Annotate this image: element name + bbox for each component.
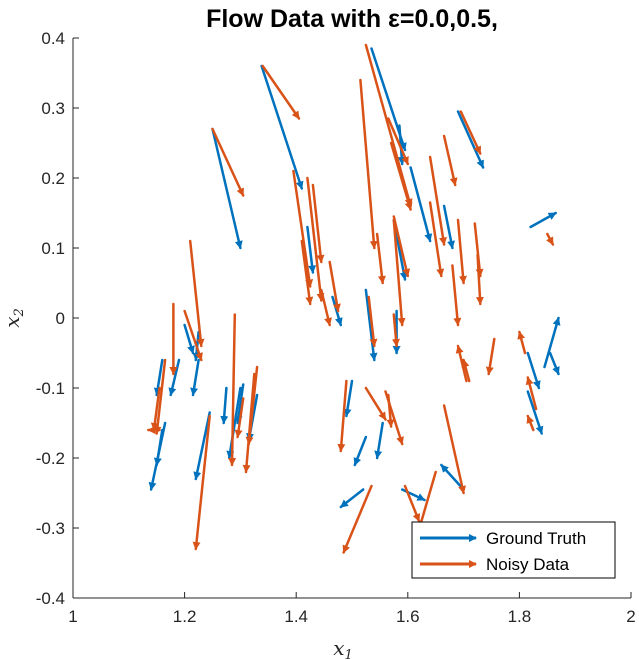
noisy-data-series [147, 43, 555, 554]
noisy-data-arrow [391, 313, 400, 348]
noisy-data-arrow [389, 141, 413, 211]
ground-truth-arrow [343, 379, 354, 418]
x-tick-label: 1.4 [284, 607, 308, 626]
x-tick-label: 1.6 [396, 607, 420, 626]
ground-truth-arrow [339, 488, 365, 509]
ground-truth-arrow [409, 166, 433, 243]
chart-title: Flow Data with ε=0.0,0.5, [206, 5, 498, 33]
noisy-data-arrow [300, 239, 314, 306]
noisy-data-arrow [461, 358, 471, 383]
noisy-data-arrow [153, 358, 167, 435]
x-tick-label: 1.2 [173, 607, 197, 626]
y-tick-label: -0.3 [36, 519, 65, 538]
noisy-data-arrow [320, 288, 332, 327]
y-tick-label: -0.1 [36, 379, 65, 398]
ground-truth-arrow [220, 386, 229, 425]
noisy-data-arrow [451, 264, 462, 327]
ground-truth-arrow [190, 358, 200, 397]
y-tick-label: -0.2 [36, 449, 65, 468]
noisy-data-arrow [261, 64, 301, 120]
noisy-data-arrow [375, 232, 386, 285]
ground-truth-arrow [374, 421, 384, 460]
noisy-data-arrow [292, 169, 314, 288]
noisy-data-arrow [384, 390, 404, 446]
legend-label-noisy-data: Noisy Data [486, 555, 570, 574]
x-axis-label: x1 [333, 636, 353, 660]
ground-truth-arrow [306, 225, 317, 274]
ground-truth-arrow [193, 411, 211, 481]
noisy-data-arrow [525, 376, 538, 411]
ground-truth-arrow [183, 323, 195, 355]
legend: Ground Truth Noisy Data [411, 521, 616, 579]
ground-truth-arrow [168, 358, 181, 397]
ground-truth-arrow [548, 351, 560, 376]
noisy-data-arrow [306, 176, 325, 302]
ground-truth-arrow [153, 428, 164, 467]
noisy-data-arrow [392, 215, 411, 278]
noisy-data-arrow [546, 232, 555, 246]
legend-box [411, 521, 616, 579]
noisy-data-arrow [364, 43, 413, 208]
arrow-layer [147, 43, 561, 554]
y-tick-label: 0 [56, 309, 65, 328]
noisy-data-arrow [245, 365, 259, 446]
noisy-data-arrow [428, 201, 445, 278]
noisy-data-arrow [387, 117, 410, 166]
legend-label-ground-truth: Ground Truth [486, 529, 586, 548]
noisy-data-arrow [475, 253, 484, 306]
ground-truth-arrow [260, 64, 304, 190]
noisy-data-arrow [428, 155, 447, 246]
noisy-data-arrow [403, 484, 421, 523]
noisy-data-arrow [228, 313, 237, 467]
ground-truth-arrow [456, 110, 485, 169]
ground-truth-arrow [153, 358, 164, 397]
noisy-data-arrow [311, 183, 325, 264]
noisy-data-arrow [337, 379, 348, 453]
noisy-data-arrow [234, 397, 245, 439]
y-tick-label: 0.3 [41, 99, 65, 118]
noisy-data-arrow [456, 218, 467, 285]
x-tick-label: 1.8 [508, 607, 532, 626]
y-axis-label: x2 [0, 308, 27, 328]
ground-truth-arrow [442, 204, 455, 250]
ground-truth-arrow [211, 127, 243, 250]
noisy-data-arrow [526, 414, 535, 432]
noisy-data-arrow [442, 404, 466, 495]
noisy-data-arrow [367, 295, 378, 348]
noisy-data-arrow [442, 134, 458, 187]
y-tick-label: 0.4 [41, 29, 65, 48]
noisy-data-arrow [364, 386, 387, 421]
ground-truth-arrow [543, 316, 561, 369]
noisy-data-arrow [392, 218, 406, 327]
noisy-data-arrow [517, 330, 527, 355]
noisy-data-arrow [211, 127, 245, 197]
noisy-data-arrow [459, 110, 482, 155]
noisy-data-arrow [485, 337, 496, 376]
noisy-data-arrow [328, 260, 341, 313]
noisy-data-arrow [342, 484, 373, 554]
ground-truth-arrow [529, 211, 557, 229]
noisy-data-arrow [192, 414, 211, 551]
y-tick-label: -0.4 [36, 589, 65, 608]
ground-truth-arrow [353, 435, 368, 467]
noisy-data-arrow [359, 78, 378, 250]
axes: 1 1.2 1.4 1.6 1.8 2 -0.4 -0.3 -0.2 -0.1 0 0.1 0.2 0.3… [36, 29, 636, 626]
y-tick-label: 0.1 [41, 239, 65, 258]
x-tick-label: 1 [68, 607, 77, 626]
noisy-data-arrow [183, 309, 203, 362]
y-tick-label: 0.2 [41, 169, 65, 188]
noisy-data-arrow [150, 386, 161, 432]
ground-truth-arrow [526, 390, 544, 435]
ground-truth-arrow [364, 288, 378, 362]
ground-truth-arrow [526, 351, 541, 390]
plot-area [73, 38, 631, 598]
noisy-data-arrow [188, 239, 205, 348]
ground-truth-arrow [234, 383, 245, 425]
noisy-data-arrow [455, 344, 468, 383]
x-tick-label: 2 [626, 607, 635, 626]
